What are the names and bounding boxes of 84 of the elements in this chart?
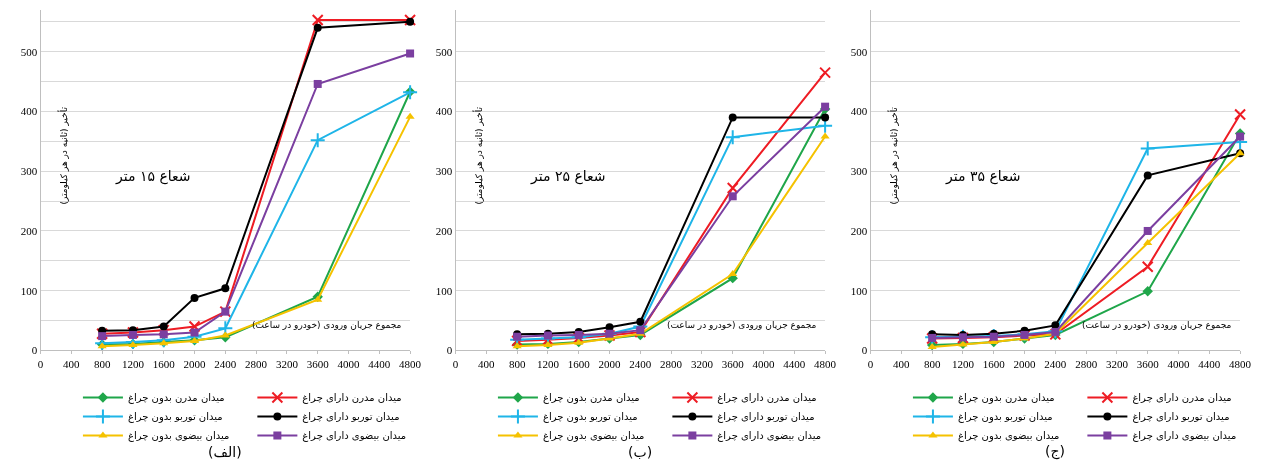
annotation: شعاع ۳۵ متر [945,168,1021,185]
x-tick-label: 2400 [629,357,652,370]
x-tick-label: 2800 [1075,357,1098,370]
legend-label: میدان مدرن دارای چراغ [1132,392,1232,405]
y-tick-label: 0 [861,344,868,357]
legend-label: میدان توربو دارای چراغ [302,411,400,424]
legend-label: میدان توربو بدون چراغ [957,411,1053,424]
legend-label: میدان بیضوی بدون چراغ [957,430,1060,443]
y-tick-label: 500 [20,45,38,58]
x-tick-label: 1200 [536,357,560,370]
x-tick-label: 400 [893,357,911,370]
x-tick-label: 3200 [275,357,299,370]
legend-label: میدان توربو بدون چراغ [542,411,638,424]
x-tick-label: 2000 [1013,357,1037,370]
x-tick-label: 4800 [399,357,422,370]
x-tick-label: 800 [508,357,526,370]
x-tick-label: 4000 [752,357,776,370]
y-axis-title: تأخیر (ثانیه در هر کیلومتر) [472,106,485,205]
x-tick-label: 4000 [337,357,361,370]
y-tick-label: 100 [850,284,868,297]
annotation: شعاع ۲۵ متر [530,168,606,185]
legend-label: میدان بیضوی دارای چراغ [1132,430,1237,443]
x-tick-label: 3600 [721,357,745,370]
text: (الف) [208,444,242,460]
legend-label: میدان توربو دارای چراغ [1132,411,1230,424]
x-tick-label: 400 [63,357,81,370]
x-tick-label: 4400 [368,357,391,370]
x-tick-label: 2400 [214,357,237,370]
y-tick-label: 100 [435,284,453,297]
x-tick-label: 3600 [1136,357,1160,370]
x-axis-title: مجموع جریان ورودی (خودرو در ساعت) [667,320,817,330]
legend-label: میدان بیضوی دارای چراغ [302,430,407,443]
x-tick-label: 2800 [660,357,683,370]
legend-label: میدان مدرن دارای چراغ [302,392,402,405]
annotation: شعاع ۱۵ متر [115,168,191,185]
y-tick-label: 200 [435,224,453,237]
x-tick-label: 4400 [1198,357,1221,370]
x-tick-label: 2800 [245,357,268,370]
text: (ج) [1045,443,1065,460]
y-tick-label: 300 [435,165,453,178]
y-tick-label: 500 [850,45,868,58]
y-tick-label: 200 [20,224,38,237]
x-tick-label: 4800 [1229,357,1252,370]
x-tick-label: 3600 [306,357,330,370]
x-tick-label: 1200 [951,357,975,370]
y-tick-label: 400 [20,105,38,118]
x-tick-label: 1600 [982,357,1006,370]
x-tick-label: 800 [93,357,111,370]
x-axis-title: مجموع جریان ورودی (خودرو در ساعت) [252,320,402,330]
legend-label: میدان مدرن دارای چراغ [717,392,817,405]
x-tick-label: 400 [478,357,496,370]
y-tick-label: 100 [20,284,38,297]
text: (ب) [628,444,653,460]
y-axis-title: تأخیر (ثانیه در هر کیلومتر) [57,106,70,205]
x-tick-label: 1600 [567,357,591,370]
legend-label: میدان بیضوی دارای چراغ [717,430,822,443]
y-tick-label: 500 [435,45,453,58]
legend-label: میدان توربو بدون چراغ [127,411,223,424]
y-tick-label: 400 [850,105,868,118]
legend-label: میدان مدرن بدون چراغ [957,392,1055,405]
x-tick-label: 1600 [152,357,176,370]
y-tick-label: 0 [446,344,453,357]
legend-label: میدان بیضوی بدون چراغ [542,430,645,443]
y-tick-label: 300 [20,165,38,178]
x-tick-label: 4800 [814,357,837,370]
y-tick-label: 400 [435,105,453,118]
y-tick-label: 300 [850,165,868,178]
x-tick-label: 2000 [598,357,622,370]
x-tick-label: 3200 [1105,357,1129,370]
x-tick-label: 4000 [1167,357,1191,370]
legend-label: میدان مدرن بدون چراغ [542,392,640,405]
y-tick-label: 0 [31,344,38,357]
legend-label: میدان مدرن بدون چراغ [127,392,225,405]
x-tick-label: 1200 [121,357,145,370]
y-axis-title: تأخیر (ثانیه در هر کیلومتر) [887,106,900,205]
x-tick-label: 3200 [690,357,714,370]
x-tick-label: 2000 [183,357,207,370]
x-tick-label: 4400 [783,357,806,370]
y-tick-label: 200 [850,224,868,237]
x-tick-label: 2400 [1044,357,1067,370]
x-tick-label: 800 [923,357,941,370]
x-axis-title: مجموع جریان ورودی (خودرو در ساعت) [1082,320,1232,330]
legend-label: میدان بیضوی بدون چراغ [127,430,230,443]
legend-label: میدان توربو دارای چراغ [717,411,815,424]
